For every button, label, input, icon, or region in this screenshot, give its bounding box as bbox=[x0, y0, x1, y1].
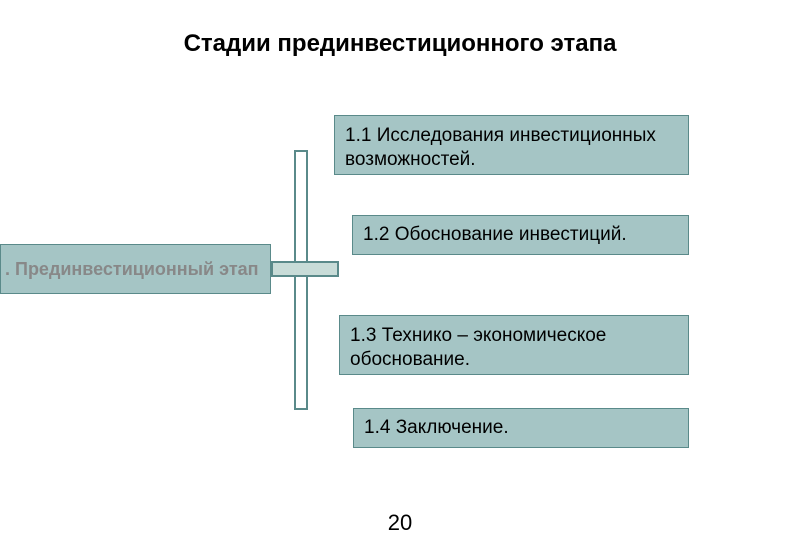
sub-box-1-2: 1.2 Обоснование инвестиций. bbox=[352, 215, 689, 255]
main-stage-box: . Прединвестиционный этап bbox=[0, 244, 271, 294]
sub-box-1-3: 1.3 Технико – экономическое обоснование. bbox=[339, 315, 689, 375]
connector-horizontal bbox=[271, 261, 339, 277]
connector-vertical bbox=[294, 150, 308, 410]
sub-box-1-1: 1.1 Исследования инвестиционных возможно… bbox=[334, 115, 689, 175]
page-number: 20 bbox=[0, 510, 800, 536]
page-title: Стадии прединвестиционного этапа bbox=[0, 28, 800, 59]
sub-box-1-4: 1.4 Заключение. bbox=[353, 408, 689, 448]
